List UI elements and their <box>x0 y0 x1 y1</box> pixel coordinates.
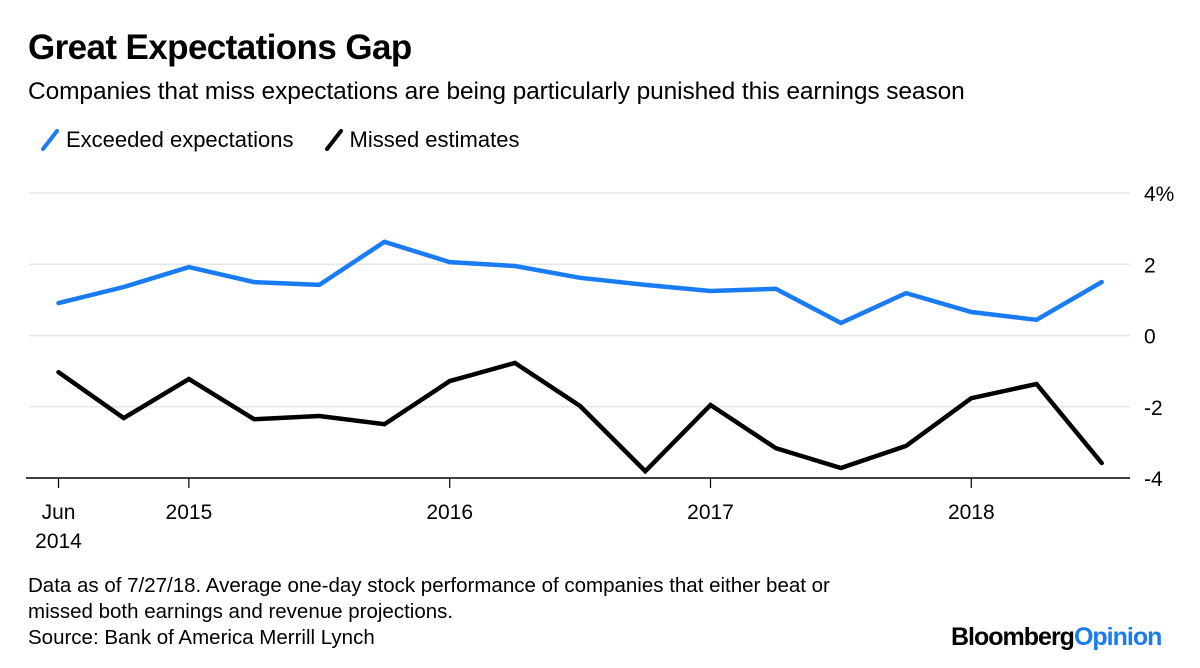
legend-swatch-missed-icon <box>324 129 343 151</box>
y-tick-label: -2 <box>1144 397 1163 420</box>
source-note: Source: Bank of America Merrill Lynch <box>28 626 375 649</box>
x-tick-label: Jun <box>42 501 76 524</box>
footnote: Data as of 7/27/18. Average one-day stoc… <box>28 573 830 651</box>
legend-label-exceeded: Exceeded expectations <box>66 127 294 152</box>
logo-opinion: Opinion <box>1073 623 1162 651</box>
x-tick-label-year: 2014 <box>35 530 82 553</box>
bloomberg-opinion-logo: BloombergOpinion <box>951 621 1162 653</box>
y-tick-label: -4 <box>1144 468 1163 491</box>
legend: Exceeded expectations Missed estimates <box>40 124 549 156</box>
y-tick-label: 2 <box>1144 254 1156 277</box>
x-tick-label: 2017 <box>687 501 734 524</box>
x-tick-label: 2015 <box>166 501 213 524</box>
y-tick-label: 0 <box>1144 326 1156 349</box>
gridlines <box>26 192 1130 479</box>
logo-bloomberg: Bloomberg <box>951 623 1075 651</box>
legend-swatch-exceeded-icon <box>41 129 59 151</box>
y-axis: 4% 2 0 -2 -4 <box>1144 183 1174 491</box>
legend-item-missed: Missed estimates <box>324 127 520 153</box>
chart-title: Great Expectations Gap <box>28 28 412 67</box>
legend-label-missed: Missed estimates <box>349 127 520 152</box>
footnote-line-1: Data as of 7/27/18. Average one-day stoc… <box>28 574 830 597</box>
y-tick-label: 4% <box>1144 183 1174 206</box>
series-lines <box>56 239 1104 475</box>
series-line-missed <box>56 360 1104 475</box>
chart-subtitle: Companies that miss expectations are bei… <box>28 78 965 105</box>
legend-item-exceeded: Exceeded expectations <box>40 127 294 153</box>
footnote-line-2: missed both earnings and revenue project… <box>28 600 454 623</box>
x-tick-label: 2016 <box>426 501 473 524</box>
x-axis: Jun 2014 2015 2016 2017 2018 <box>35 478 995 553</box>
x-tick-label: 2018 <box>948 501 995 524</box>
series-line-exceeded <box>56 239 1104 326</box>
